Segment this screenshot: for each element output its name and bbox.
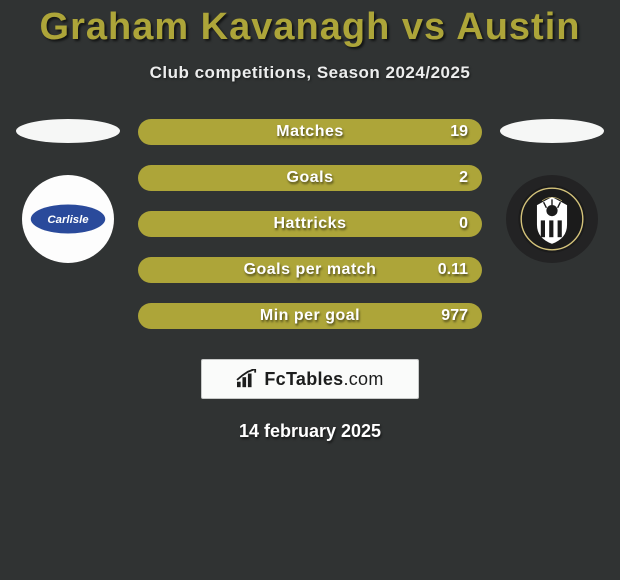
stat-label: Goals xyxy=(287,169,334,187)
bar-chart-icon xyxy=(236,369,258,389)
stat-bar-goals-per-match: Goals per match 0.11 xyxy=(138,257,482,283)
subtitle: Club competitions, Season 2024/2025 xyxy=(0,63,620,83)
stat-label: Hattricks xyxy=(274,215,347,233)
brand-badge: FcTables.com xyxy=(201,359,419,399)
stat-bar-hattricks: Hattricks 0 xyxy=(138,211,482,237)
stat-bar-matches: Matches 19 xyxy=(138,119,482,145)
stat-label: Goals per match xyxy=(244,261,377,279)
stat-value: 2 xyxy=(459,169,468,187)
svg-text:Carlisle: Carlisle xyxy=(47,214,89,226)
stat-value: 977 xyxy=(441,307,468,325)
left-ellipse xyxy=(16,119,120,143)
stat-value: 0.11 xyxy=(438,261,468,279)
left-team-col: Carlisle xyxy=(16,119,120,263)
stat-bar-goals: Goals 2 xyxy=(138,165,482,191)
carlisle-logo-icon: Carlisle xyxy=(30,201,106,237)
left-team-logo: Carlisle xyxy=(22,175,114,263)
comparison-row: Carlisle Matches 19 Goals 2 Hattricks 0 … xyxy=(0,119,620,329)
page-title: Graham Kavanagh vs Austin xyxy=(0,0,620,49)
brand-name-bold: FcTables xyxy=(264,369,343,389)
brand-text: FcTables.com xyxy=(264,369,383,390)
brand-name-light: .com xyxy=(343,369,383,389)
stat-label: Min per goal xyxy=(260,307,360,325)
notts-county-logo-icon xyxy=(517,184,587,254)
right-team-logo xyxy=(506,175,598,263)
stat-value: 19 xyxy=(450,123,468,141)
stats-list: Matches 19 Goals 2 Hattricks 0 Goals per… xyxy=(138,119,482,329)
stat-value: 0 xyxy=(459,215,468,233)
stat-label: Matches xyxy=(276,123,344,141)
date-text: 14 february 2025 xyxy=(0,421,620,442)
right-ellipse xyxy=(500,119,604,143)
right-team-col xyxy=(500,119,604,263)
stat-bar-min-per-goal: Min per goal 977 xyxy=(138,303,482,329)
